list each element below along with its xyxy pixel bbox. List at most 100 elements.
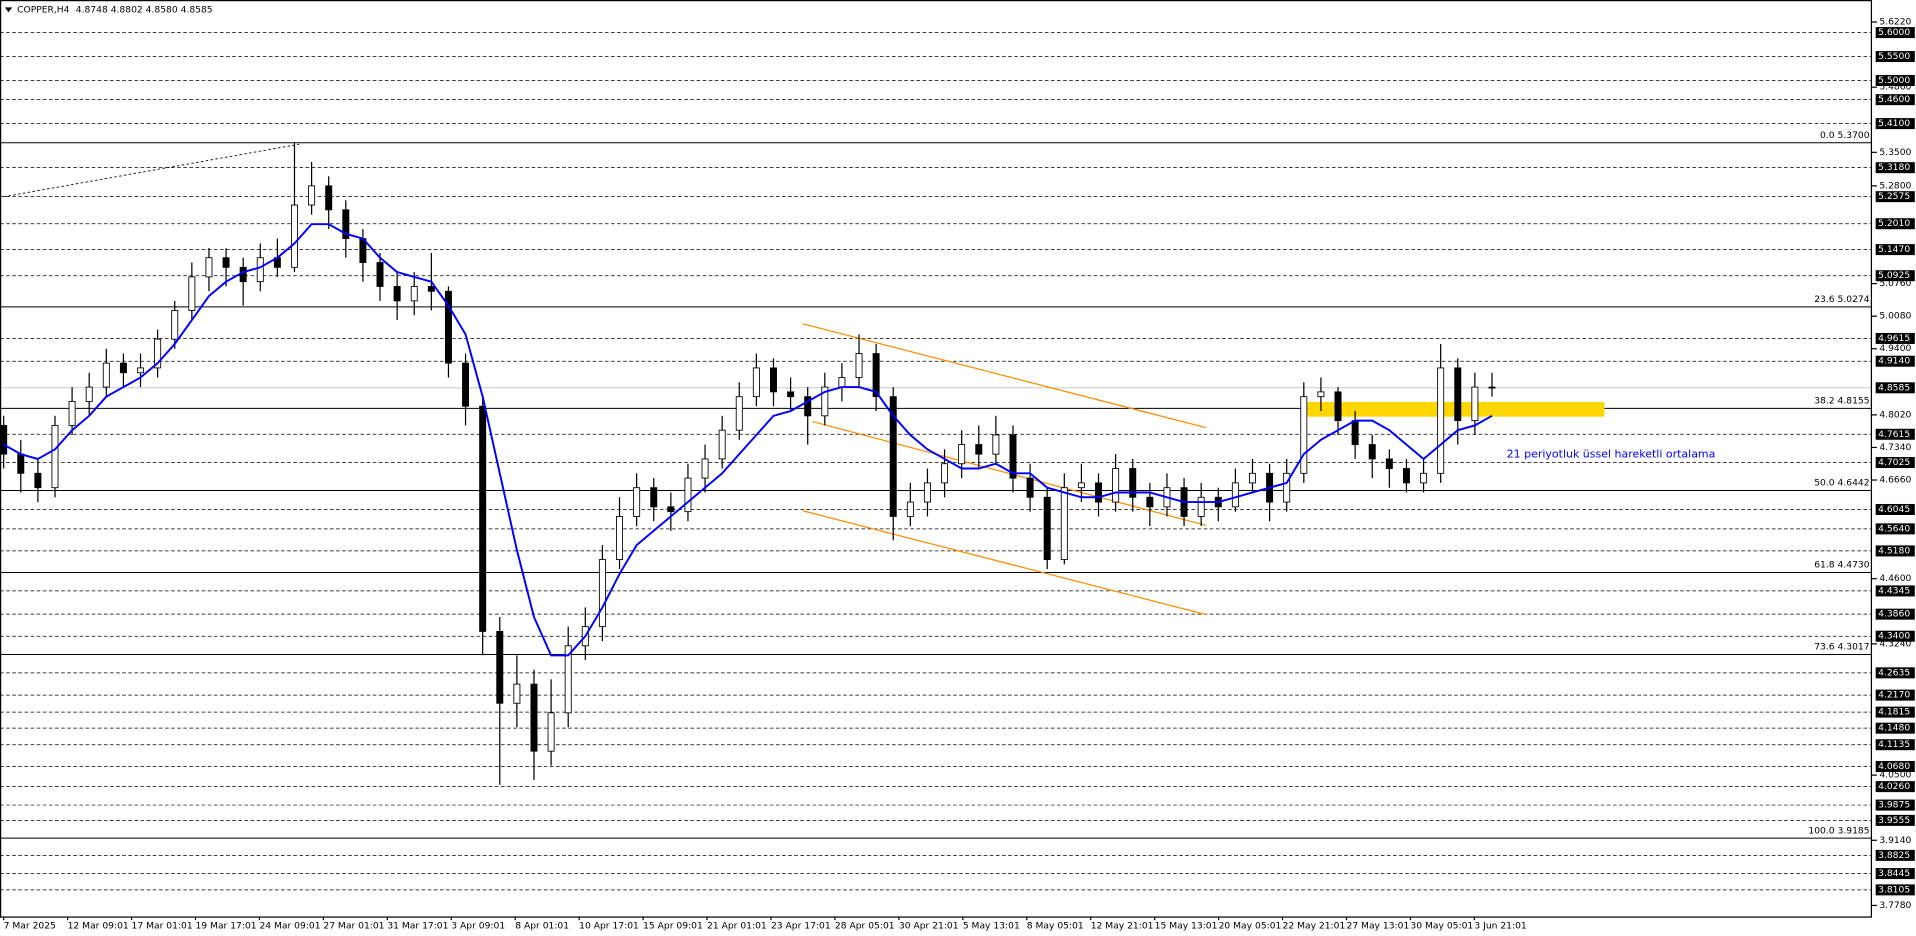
fib-label: 38.2 4.8155 bbox=[1814, 396, 1870, 407]
candle-body bbox=[718, 429, 726, 460]
level-box bbox=[1875, 94, 1915, 106]
menu-triangle[interactable] bbox=[4, 7, 13, 13]
x-tick-label: 24 Mar 09:01 bbox=[259, 921, 320, 932]
y-tick-label: 4.3240 bbox=[1879, 638, 1911, 649]
channel-line bbox=[802, 510, 1207, 616]
x-tick-label: 8 Apr 01:01 bbox=[515, 921, 569, 932]
candle-body bbox=[941, 463, 949, 484]
level-label: 4.3400 bbox=[1878, 631, 1910, 642]
candle-body bbox=[530, 683, 538, 752]
level-box bbox=[1875, 849, 1915, 861]
level-box bbox=[1875, 689, 1915, 701]
x-tick-label: 7 Mar 2025 bbox=[4, 921, 56, 932]
x-tick-label: 10 Apr 17:01 bbox=[579, 921, 639, 932]
candle-body bbox=[51, 424, 59, 489]
candle-body bbox=[1454, 367, 1462, 422]
candles bbox=[0, 142, 1496, 785]
candle-body bbox=[0, 424, 8, 455]
candle-body bbox=[633, 487, 641, 517]
y-tick-label: 4.6660 bbox=[1879, 475, 1911, 486]
fib-label: 100.0 3.9185 bbox=[1808, 825, 1869, 836]
y-tick-label: 5.0760 bbox=[1879, 278, 1911, 289]
x-tick-label: 15 May 13:01 bbox=[1155, 921, 1218, 932]
channel-line bbox=[812, 420, 1207, 527]
x-tick-label: 27 Mar 01:01 bbox=[323, 921, 384, 932]
level-label: 3.8825 bbox=[1878, 850, 1910, 861]
candle-body bbox=[1112, 468, 1120, 503]
candle-body bbox=[906, 501, 914, 517]
symbol-title: COPPER,H4 bbox=[17, 4, 70, 15]
candle-body bbox=[239, 266, 247, 283]
candle-body bbox=[1300, 396, 1308, 474]
candle-body bbox=[119, 362, 127, 374]
level-label: 5.5500 bbox=[1878, 51, 1910, 62]
candle-body bbox=[85, 386, 93, 402]
level-box bbox=[1875, 191, 1915, 203]
level-box bbox=[1875, 545, 1915, 557]
candle-body bbox=[804, 396, 812, 417]
level-box bbox=[1875, 218, 1915, 230]
x-tick-label: 21 Apr 01:01 bbox=[707, 921, 767, 932]
candle-body bbox=[1043, 496, 1051, 560]
level-box bbox=[1875, 884, 1915, 896]
candle-body bbox=[205, 257, 213, 278]
candle-body bbox=[496, 630, 504, 704]
candle-body bbox=[975, 444, 983, 455]
x-tick-label: 31 Mar 17:01 bbox=[387, 921, 448, 932]
x-tick-label: 8 May 05:01 bbox=[1027, 921, 1084, 932]
trend-line bbox=[3, 143, 300, 198]
level-box bbox=[1875, 74, 1915, 86]
candle-body bbox=[1197, 496, 1205, 517]
candle-body bbox=[17, 453, 25, 474]
candle-body bbox=[787, 391, 795, 398]
candle-body bbox=[376, 262, 384, 287]
candle-body bbox=[1385, 458, 1393, 469]
candle-body bbox=[1026, 477, 1034, 498]
candle-body bbox=[137, 367, 145, 374]
candle-body bbox=[547, 712, 555, 752]
ema-line bbox=[3, 223, 1493, 657]
candle-body bbox=[1249, 472, 1256, 484]
candle-body bbox=[154, 338, 162, 369]
fib-label: 50.0 4.6442 bbox=[1814, 478, 1869, 489]
candle-body bbox=[855, 353, 863, 378]
candle-body bbox=[34, 472, 42, 489]
level-box bbox=[1875, 332, 1915, 344]
x-tick-label: 5 May 13:01 bbox=[963, 921, 1020, 932]
candle-body bbox=[1146, 496, 1154, 508]
fib-label: 23.6 5.0274 bbox=[1814, 294, 1870, 305]
candle-body bbox=[68, 401, 76, 426]
candle-body bbox=[291, 204, 298, 268]
candle-body bbox=[701, 458, 709, 479]
candle-body bbox=[1334, 391, 1342, 422]
plot-frame bbox=[0, 0, 1873, 918]
level-box bbox=[1875, 814, 1915, 826]
x-tick-label: 30 Apr 21:01 bbox=[899, 921, 959, 932]
level-label: 4.2170 bbox=[1878, 690, 1910, 701]
x-tick-label: 19 Mar 17:01 bbox=[195, 921, 256, 932]
fib-label: 0.0 5.3700 bbox=[1820, 130, 1870, 141]
level-box bbox=[1875, 523, 1915, 535]
candle-body bbox=[752, 367, 760, 398]
candle-body bbox=[444, 290, 452, 364]
candle-body bbox=[992, 434, 1000, 455]
candle-body bbox=[1471, 386, 1479, 422]
x-tick-label: 27 May 13:01 bbox=[1346, 921, 1409, 932]
level-label: 4.3860 bbox=[1878, 609, 1910, 620]
candle-body bbox=[1009, 434, 1017, 479]
level-box bbox=[1875, 244, 1915, 256]
candle-body bbox=[410, 286, 418, 302]
level-box bbox=[1875, 630, 1915, 642]
y-tick-label: 4.9400 bbox=[1879, 343, 1911, 354]
level-label: 4.5640 bbox=[1878, 523, 1910, 534]
y-tick-label: 4.0500 bbox=[1879, 770, 1911, 781]
level-label: 5.6000 bbox=[1878, 27, 1910, 38]
level-label: 4.7615 bbox=[1878, 429, 1910, 440]
y-tick-label: 5.2800 bbox=[1879, 180, 1911, 191]
level-label: 3.9555 bbox=[1878, 815, 1910, 826]
y-tick-label: 5.0080 bbox=[1879, 311, 1911, 322]
level-label: 3.8445 bbox=[1878, 868, 1910, 879]
level-box bbox=[1875, 162, 1915, 174]
